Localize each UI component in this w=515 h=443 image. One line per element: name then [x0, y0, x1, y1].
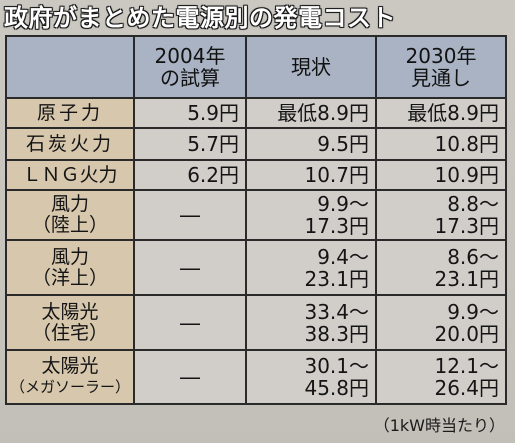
header-current: 現状 [245, 35, 377, 99]
cell-2030: 10.8円 [375, 127, 507, 161]
unit-note: （1kW時当たり） [373, 416, 505, 435]
table-row: 石炭火力 5.7円 9.5円 10.8円 [5, 127, 507, 161]
row-label-nuclear: 原子力 [5, 97, 135, 129]
cell-2030: 12.1～ 26.4円 [375, 349, 507, 405]
cell-2004: 5.7円 [133, 127, 247, 161]
cell-2004: ― [133, 294, 247, 351]
table-row: 太陽光 （住宅） ― 33.4～ 38.3円 9.9～ 20.0円 [5, 294, 507, 351]
cell-2004: ― [133, 189, 247, 241]
row-label-wind-onshore: 風力 （陸上） [5, 189, 135, 241]
cell-current: 10.7円 [245, 159, 377, 191]
header-2004-estimate: 2004年 の試算 [133, 35, 247, 99]
table-row: 風力 （洋上） ― 9.4～ 23.1円 8.6～ 23.1円 [5, 239, 507, 296]
cell-2030: 8.6～ 23.1円 [375, 239, 507, 296]
table-title: 政府がまとめた電源別の発電コスト [4, 4, 396, 32]
cell-2030: 最低8.9円 [375, 97, 507, 129]
cell-current: 最低8.9円 [245, 97, 377, 129]
table-row: 原子力 5.9円 最低8.9円 最低8.9円 [5, 97, 507, 129]
cell-2004: ― [133, 349, 247, 405]
cell-2030: 9.9～ 20.0円 [375, 294, 507, 351]
row-label-coal: 石炭火力 [5, 127, 135, 161]
cell-current: 9.5円 [245, 127, 377, 161]
row-label-lng: ＬＮＧ火力 [5, 159, 135, 191]
header-2030-outlook: 2030年 見通し [375, 35, 507, 99]
header-corner [5, 35, 135, 99]
row-label-solar-residential: 太陽光 （住宅） [5, 294, 135, 351]
header-row: 2004年 の試算 現状 2030年 見通し [5, 35, 507, 99]
cell-2030: 10.9円 [375, 159, 507, 191]
cell-2004: 5.9円 [133, 97, 247, 129]
cell-current: 30.1～ 45.8円 [245, 349, 377, 405]
cell-2004: 6.2円 [133, 159, 247, 191]
row-label-wind-offshore: 風力 （洋上） [5, 239, 135, 296]
table-row: 太陽光 （メガソーラー） ― 30.1～ 45.8円 12.1～ 26.4円 [5, 349, 507, 405]
table-row: 風力 （陸上） ― 9.9～ 17.3円 8.8～ 17.3円 [5, 189, 507, 241]
row-label-solar-mega: 太陽光 （メガソーラー） [5, 349, 135, 405]
cell-2004: ― [133, 239, 247, 296]
cell-2030: 8.8～ 17.3円 [375, 189, 507, 241]
cell-current: 9.4～ 23.1円 [245, 239, 377, 296]
cell-current: 9.9～ 17.3円 [245, 189, 377, 241]
cell-current: 33.4～ 38.3円 [245, 294, 377, 351]
table-row: ＬＮＧ火力 6.2円 10.7円 10.9円 [5, 159, 507, 191]
cost-table: 2004年 の試算 現状 2030年 見通し 原子力 5.9円 最低8.9円 最… [5, 35, 507, 405]
